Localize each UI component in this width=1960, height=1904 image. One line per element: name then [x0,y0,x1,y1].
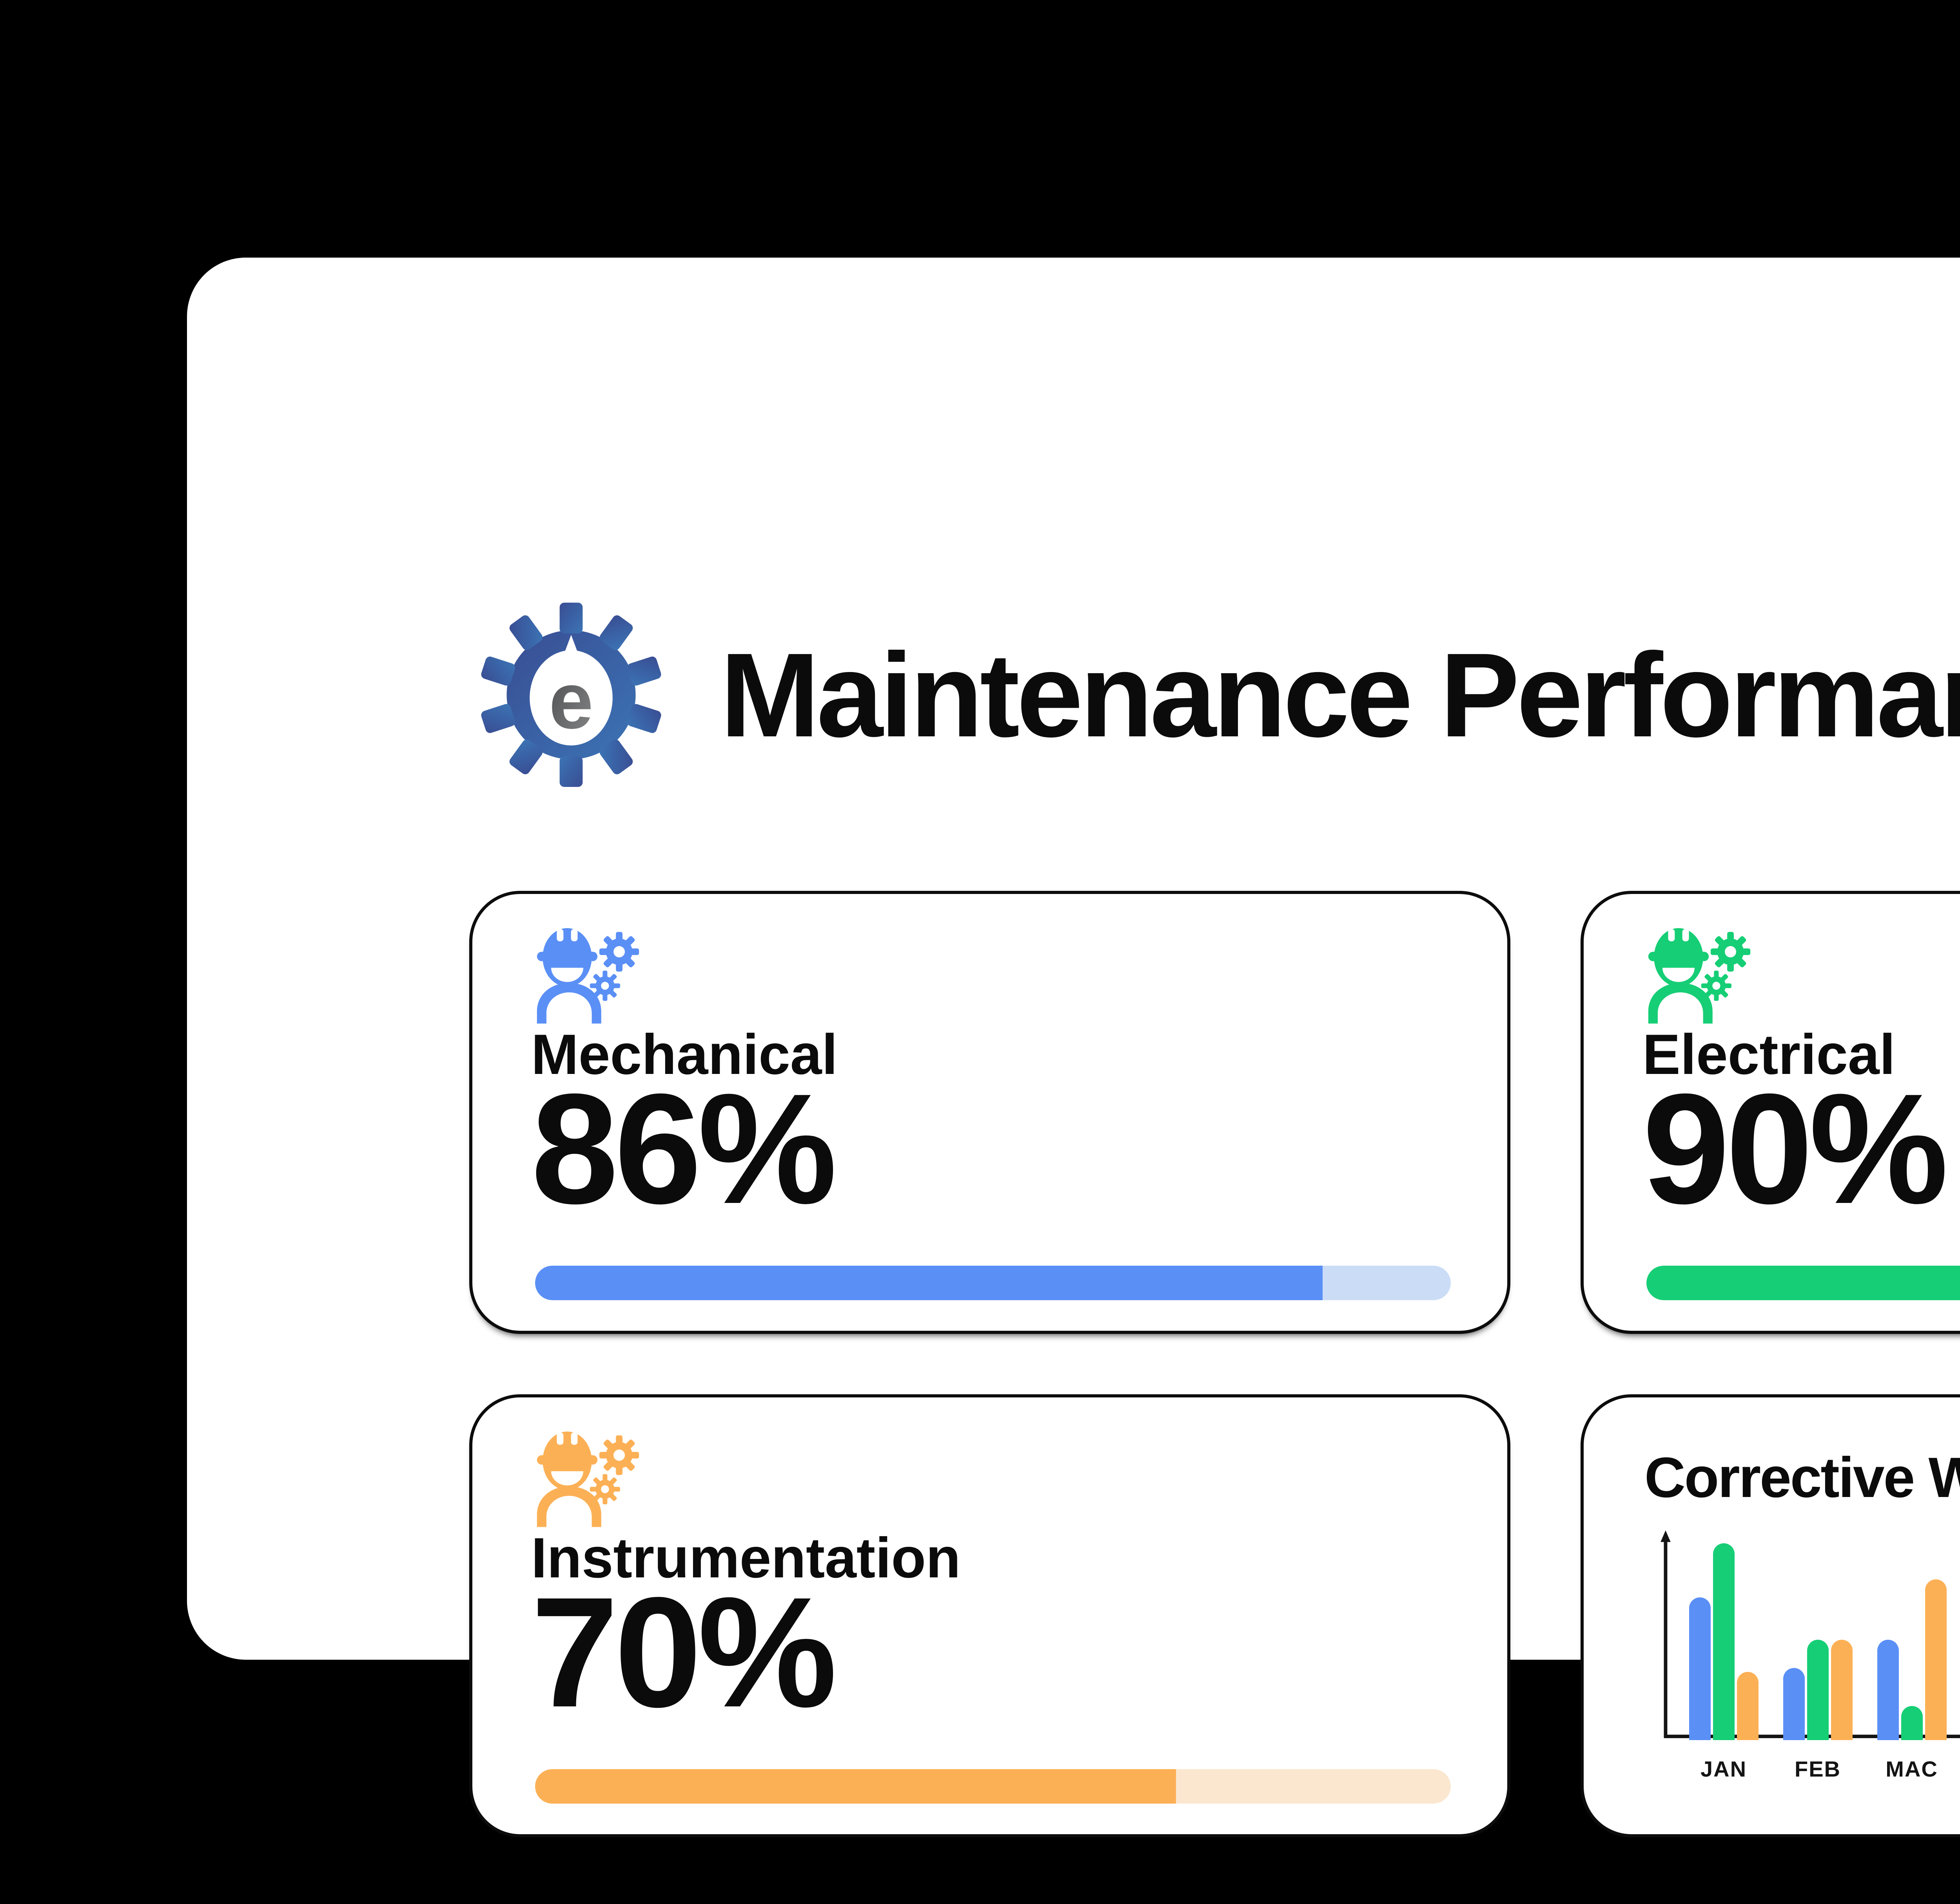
logo-letter: e [549,656,593,745]
card-corrective-work-order-chart: Corrective Work Order >30 Days JAN FEB MAC… [1581,1394,1960,1837]
worker-gears-icon [1642,923,1756,1029]
page-title: Maintenance Performance [720,628,1960,762]
gear-logo-icon: e [481,603,661,787]
bar-group [1783,1640,1853,1740]
worker-gears-icon [531,1427,645,1533]
x-axis-label: JAN [1700,1757,1747,1781]
bar-group [1689,1543,1759,1740]
progress-fill [1646,1266,1960,1300]
bar-chart [1662,1539,1960,1740]
bar-orange [1737,1672,1759,1740]
chart-title: Corrective Work Order >30 Days [1644,1446,1960,1509]
bar-orange [1831,1640,1853,1740]
progress-track-wrap [535,1769,1451,1804]
metric-value: 86% [531,1061,837,1236]
progress-fill [535,1266,1323,1300]
bar-green [1713,1543,1735,1740]
metric-value: 70% [531,1564,837,1740]
card-electrical: Electrical 90% [1581,891,1960,1334]
bar-blue [1783,1668,1805,1740]
bar-orange [1925,1579,1947,1740]
bar-green [1807,1640,1829,1740]
panel: e Maintenance Performance Mechanical 86%… [187,258,1960,1837]
progress-fill [535,1769,1176,1804]
bar-blue [1877,1640,1899,1740]
card-instrumentation: Instrumentation 70% [469,1394,1510,1837]
y-axis-arrow [1661,1530,1671,1542]
x-axis-label: MAC [1886,1757,1938,1781]
metric-label: Mechanical [531,1023,838,1086]
bar-blue [1689,1597,1711,1740]
header: e Maintenance Performance [479,595,1960,795]
metric-value: 90% [1642,1061,1949,1236]
worker-gears-icon [531,923,645,1029]
card-mechanical: Mechanical 86% [469,891,1510,1334]
metric-label: Electrical [1642,1023,1895,1086]
bar-group [1877,1579,1947,1740]
x-axis-label: FEB [1795,1757,1841,1781]
bar-green [1901,1706,1923,1740]
metric-label: Instrumentation [531,1526,961,1590]
progress-track-wrap [1646,1266,1960,1300]
x-axis-labels: JANFEBMACAPRMAY [1662,1756,1960,1788]
progress-track-wrap [535,1266,1451,1300]
